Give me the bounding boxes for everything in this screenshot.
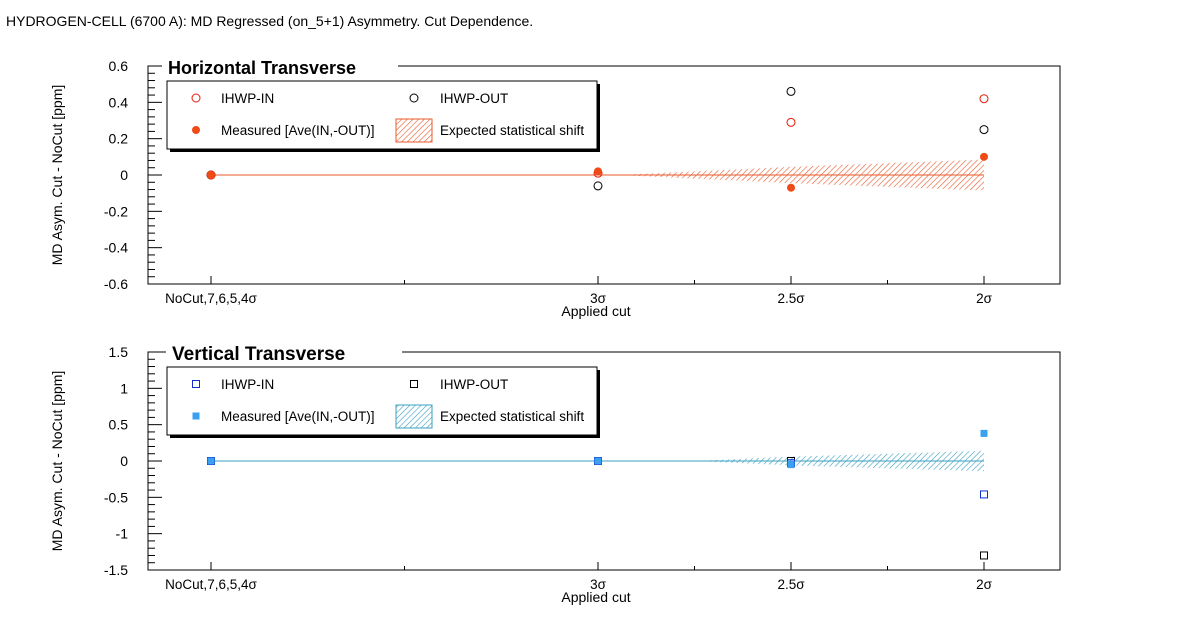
chart-title: Vertical Transverse [172,344,345,365]
legend-marker-ihwp-in [191,93,201,103]
legend-marker-ihwp-out [409,93,419,103]
x-tick-label: 3σ [590,291,607,306]
data-point-ihwp-in [979,94,989,104]
data-point-ihwp-in [980,490,988,499]
data-point-measured [980,429,988,437]
x-tick-label: 2σ [976,291,993,306]
y-tick-label: 1 [120,380,128,396]
panel-horizontal: 0.6 0.4 0.2 0 -0.2 -0.4 -0.6 NoCut,7,6,5,4σ 3σ 2.… [49,55,1061,319]
data-point-measured [207,171,215,179]
legend-marker-ihwp-in [192,380,200,388]
x-tick-label: 3σ [590,577,607,592]
y-tick-label: -0.2 [104,203,128,219]
y-axis-title: MD Asym. Cut - NoCut [ppm] [49,85,65,265]
data-point-measured [594,167,602,176]
data-point-ihwp-out [786,86,796,96]
legend-label-ihwp-out: IHWP-OUT [440,377,508,392]
x-axis-title: Applied cut [561,303,630,319]
x-tick-label: NoCut,7,6,5,4σ [165,577,257,592]
y-tick-label: 0.6 [109,58,129,74]
y-tick-label: -0.6 [104,276,128,292]
title-background [166,341,402,363]
panel-vertical: 1.5 1 0.5 0 -0.5 -1 -1.5 NoCut,7,6,5,4σ 3σ 2.5σ 2σ… [49,341,1061,605]
data-point-measured [207,457,215,465]
data-point-ihwp-in [786,117,796,127]
legend-marker-measured [192,412,200,420]
legend-label-expected: Expected statistical shift [440,123,584,138]
x-tick-label: 2σ [976,577,993,592]
legend-label-measured: Measured [Ave(IN,-OUT)] [221,123,375,138]
y-tick-label: 0.4 [109,94,129,110]
y-tick-label: 0 [120,167,128,183]
data-point-measured [787,183,795,192]
data-point-measured [787,461,795,469]
y-tick-label: -1 [116,526,129,542]
legend-swatch-expected [395,118,433,143]
data-point-ihwp-out [980,551,988,560]
legend-label-ihwp-out: IHWP-OUT [440,91,508,106]
data-point-measured [980,152,988,161]
legend-swatch-expected [395,404,433,429]
y-tick-label: -1.5 [104,562,128,578]
y-tick-label: 0.2 [109,131,129,147]
y-axis-title: MD Asym. Cut - NoCut [ppm] [49,371,65,551]
legend-box [166,80,598,150]
legend-label-expected: Expected statistical shift [440,409,584,424]
data-point-ihwp-out [593,181,603,191]
title-background [162,55,398,77]
x-tick-label: NoCut,7,6,5,4σ [165,291,257,306]
data-point-ihwp-out [979,125,989,135]
y-tick-label: -0.4 [104,240,128,256]
legend-label-measured: Measured [Ave(IN,-OUT)] [221,409,375,424]
x-axis-title: Applied cut [561,589,630,605]
y-tick-label: 0.5 [109,417,129,433]
legend-label-ihwp-in: IHWP-IN [221,91,274,106]
x-tick-label: 2.5σ [777,291,805,306]
page-title: HYDROGEN-CELL (6700 A): MD Regressed (on… [6,13,534,29]
legend-box [166,366,598,436]
legend-label-ihwp-in: IHWP-IN [221,377,274,392]
y-tick-label: -0.5 [104,489,128,505]
chart-title: Horizontal Transverse [168,58,356,78]
y-tick-label: 0 [120,453,128,469]
data-point-measured [594,457,602,465]
x-tick-label: 2.5σ [777,577,805,592]
legend-marker-measured [192,126,200,134]
y-tick-label: 1.5 [109,344,129,360]
legend-marker-ihwp-out [410,380,418,388]
